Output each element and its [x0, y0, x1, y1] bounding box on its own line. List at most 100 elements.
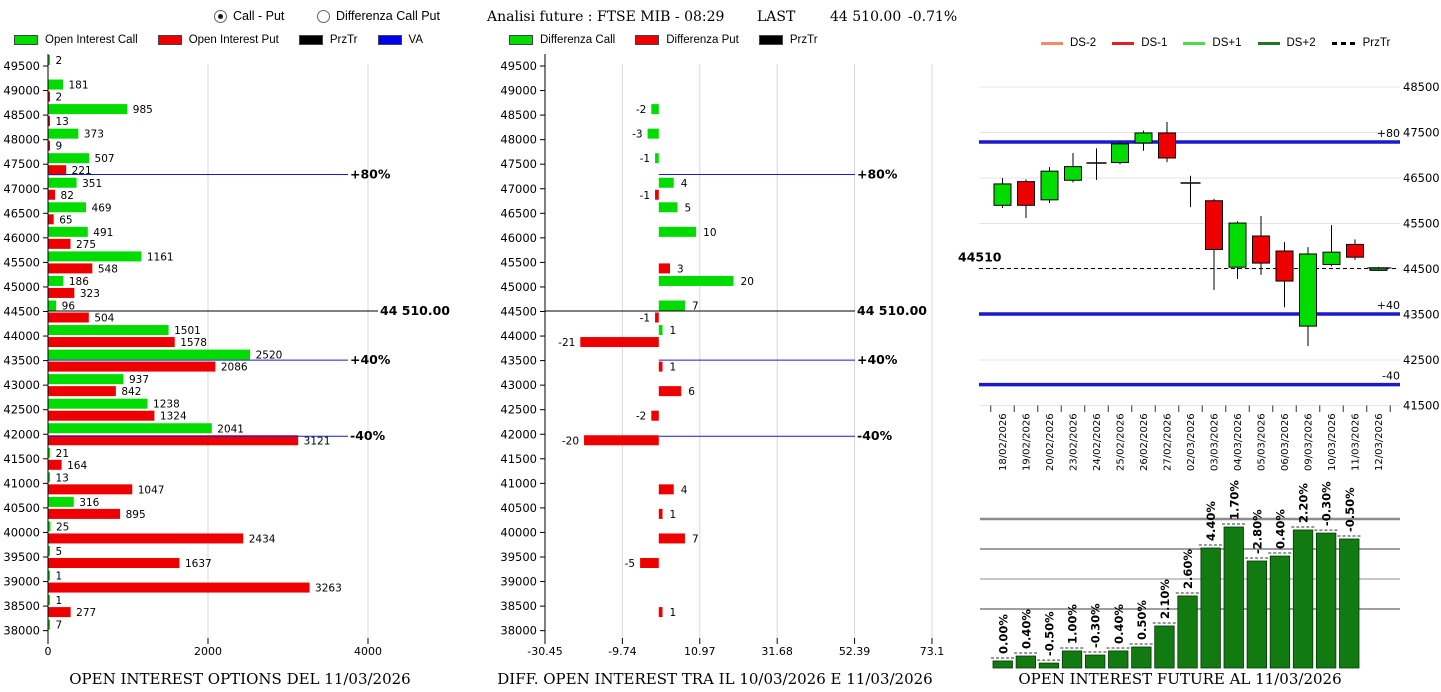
svg-text:0.50%: 0.50%: [1135, 600, 1149, 640]
svg-text:2: 2: [56, 92, 63, 104]
svg-text:46500: 46500: [500, 206, 537, 220]
svg-text:1: 1: [56, 571, 63, 583]
svg-text:2: 2: [56, 55, 63, 67]
radio-call-put[interactable]: Call - Put: [214, 9, 284, 23]
svg-text:44500: 44500: [1403, 262, 1440, 276]
toolbar: Call - Put Differenza Call Put Analisi f…: [0, 0, 1441, 58]
svg-text:4.40%: 4.40%: [1204, 501, 1218, 541]
svg-text:48000: 48000: [3, 133, 40, 147]
svg-text:1: 1: [670, 325, 677, 337]
svg-text:937: 937: [129, 374, 149, 386]
legend-diff: Differenza Call Differenza Put PrzTr: [509, 34, 838, 46]
svg-text:0.00%: 0.00%: [996, 614, 1010, 654]
svg-text:49000: 49000: [500, 84, 537, 98]
last-value: 44 510.00: [830, 9, 902, 25]
svg-text:181: 181: [68, 80, 88, 92]
svg-text:82: 82: [61, 190, 74, 202]
svg-text:-30.45: -30.45: [527, 645, 562, 658]
svg-text:40500: 40500: [500, 501, 537, 515]
svg-text:-3: -3: [632, 129, 642, 141]
svg-text:-2.80%: -2.80%: [1250, 509, 1264, 554]
va-swatch-icon: [377, 35, 402, 45]
legend-item: DS+1: [1183, 37, 1242, 49]
svg-text:548: 548: [98, 263, 118, 275]
svg-text:47500: 47500: [500, 157, 537, 171]
svg-text:49500: 49500: [3, 59, 40, 73]
legend-label: Open Interest Call: [45, 34, 138, 46]
svg-text:44 510.00: 44 510.00: [857, 303, 927, 318]
svg-text:7: 7: [692, 301, 699, 313]
svg-text:9: 9: [56, 141, 63, 153]
svg-text:-40: -40: [1382, 370, 1400, 383]
svg-text:09/03/2026: 09/03/2026: [1304, 413, 1315, 471]
svg-text:1047: 1047: [138, 484, 165, 496]
svg-text:39000: 39000: [3, 575, 40, 589]
svg-text:46000: 46000: [500, 231, 537, 245]
ds-minus2-line-icon: [1041, 41, 1063, 45]
svg-text:3: 3: [677, 263, 684, 275]
svg-text:5: 5: [684, 202, 691, 214]
svg-text:-1: -1: [640, 313, 650, 325]
svg-text:1.00%: 1.00%: [1066, 604, 1080, 644]
svg-text:20: 20: [741, 276, 754, 288]
svg-text:-2: -2: [636, 104, 646, 116]
legend-label: Differenza Call: [540, 34, 616, 46]
svg-text:73.1: 73.1: [920, 645, 945, 658]
svg-text:-0.30%: -0.30%: [1320, 481, 1334, 526]
svg-text:47000: 47000: [3, 182, 40, 196]
svg-text:43000: 43000: [500, 378, 537, 392]
svg-text:42500: 42500: [1403, 353, 1440, 367]
svg-text:47000: 47000: [500, 182, 537, 196]
call-swatch-icon: [14, 35, 38, 45]
legend-item: DS-2: [1041, 37, 1096, 49]
ds-plus1-line-icon: [1183, 41, 1206, 45]
svg-text:0.40%: 0.40%: [1019, 609, 1033, 649]
radio-differenza-call-put[interactable]: Differenza Call Put: [317, 9, 440, 23]
svg-text:1: 1: [56, 595, 63, 607]
svg-text:42500: 42500: [3, 403, 40, 417]
svg-text:985: 985: [133, 104, 153, 116]
svg-text:48500: 48500: [500, 108, 537, 122]
svg-text:46500: 46500: [3, 206, 40, 220]
svg-text:42000: 42000: [3, 427, 40, 441]
legend-label: DS+1: [1212, 37, 1242, 49]
svg-text:23/02/2026: 23/02/2026: [1069, 413, 1080, 471]
svg-text:4: 4: [681, 178, 688, 190]
svg-text:44 510.00: 44 510.00: [380, 303, 450, 318]
legend-label: PrzTr: [1362, 37, 1391, 49]
svg-text:06/03/2026: 06/03/2026: [1280, 413, 1291, 471]
svg-text:+80%: +80%: [857, 167, 898, 182]
svg-text:0.40%: 0.40%: [1273, 509, 1287, 549]
svg-text:45500: 45500: [3, 255, 40, 269]
legend-item: Differenza Put: [635, 34, 739, 46]
svg-text:1637: 1637: [185, 558, 212, 570]
legend-label: Open Interest Put: [188, 34, 279, 46]
svg-text:-2: -2: [636, 411, 646, 423]
svg-text:-1: -1: [640, 153, 650, 165]
svg-text:+40%: +40%: [857, 352, 898, 367]
ds-plus2-line-icon: [1257, 41, 1280, 45]
svg-text:04/03/2026: 04/03/2026: [1233, 413, 1244, 471]
svg-text:-40%: -40%: [350, 428, 386, 443]
svg-text:316: 316: [79, 497, 99, 509]
svg-text:-20: -20: [562, 435, 579, 447]
svg-text:96: 96: [62, 301, 76, 313]
legend-item: Open Interest Put: [157, 34, 279, 46]
svg-text:43500: 43500: [1403, 308, 1440, 322]
svg-text:49000: 49000: [3, 84, 40, 98]
svg-text:40000: 40000: [3, 525, 40, 539]
svg-text:351: 351: [82, 178, 102, 190]
svg-text:25: 25: [56, 521, 69, 533]
svg-text:-5: -5: [625, 558, 635, 570]
svg-text:+80: +80: [1377, 127, 1400, 140]
przt-swatch-icon: [298, 35, 323, 45]
svg-text:4000: 4000: [354, 645, 382, 658]
svg-text:41500: 41500: [500, 452, 537, 466]
svg-text:1501: 1501: [174, 325, 201, 337]
svg-text:46000: 46000: [3, 231, 40, 245]
legend-label: DS-2: [1070, 37, 1097, 49]
svg-text:2041: 2041: [217, 423, 244, 435]
przt-dashed-line-icon: [1331, 41, 1356, 45]
svg-text:18/02/2026: 18/02/2026: [998, 413, 1009, 471]
